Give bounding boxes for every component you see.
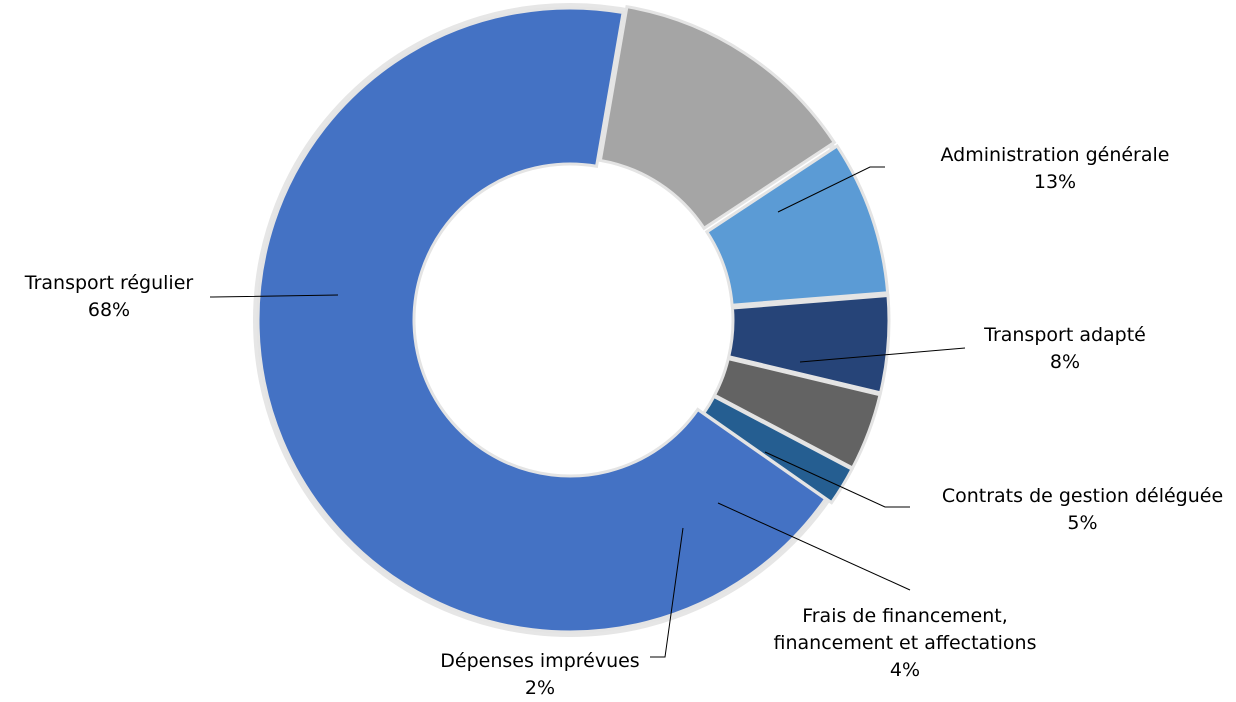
data-label-value: 13% bbox=[1033, 171, 1077, 193]
doughnut-slice bbox=[701, 394, 854, 505]
data-label-category: Frais de financement, bbox=[802, 605, 1008, 627]
doughnut-slice bbox=[598, 4, 837, 231]
data-label-category: Contrats de gestion déléguée bbox=[941, 485, 1224, 507]
data-label-category: Transport adapté bbox=[984, 324, 1146, 346]
data-label: Administration générale 13% bbox=[905, 142, 1205, 196]
data-label-value: 2% bbox=[524, 677, 556, 699]
leader-line bbox=[717, 502, 911, 591]
leader-line bbox=[210, 294, 339, 298]
data-label-category: Administration générale bbox=[940, 144, 1170, 166]
data-label: Transport adapté 8% bbox=[960, 322, 1170, 376]
doughnut-slice bbox=[704, 143, 890, 307]
data-label: Frais de financement, financement et affe… bbox=[745, 603, 1065, 684]
leader-line bbox=[799, 347, 966, 363]
data-label-category: financement et affectations bbox=[773, 632, 1037, 654]
leader-line bbox=[777, 166, 885, 213]
doughnut-slice bbox=[726, 293, 891, 395]
data-label-category: Transport régulier bbox=[24, 272, 194, 294]
data-label-value: 5% bbox=[1067, 512, 1098, 534]
data-label: Transport régulier 68% bbox=[0, 270, 218, 324]
data-label: Dépenses imprévues 2% bbox=[400, 648, 680, 702]
data-label-value: 68% bbox=[87, 299, 131, 321]
data-label: Contrats de gestion déléguée 5% bbox=[905, 483, 1236, 537]
data-label-category: Dépenses imprévues bbox=[440, 650, 640, 672]
data-label-value: 4% bbox=[889, 659, 921, 681]
data-label-value: 8% bbox=[1049, 351, 1081, 373]
leader-line bbox=[650, 527, 684, 658]
doughnut-slice bbox=[256, 6, 828, 634]
leader-line bbox=[764, 451, 910, 508]
